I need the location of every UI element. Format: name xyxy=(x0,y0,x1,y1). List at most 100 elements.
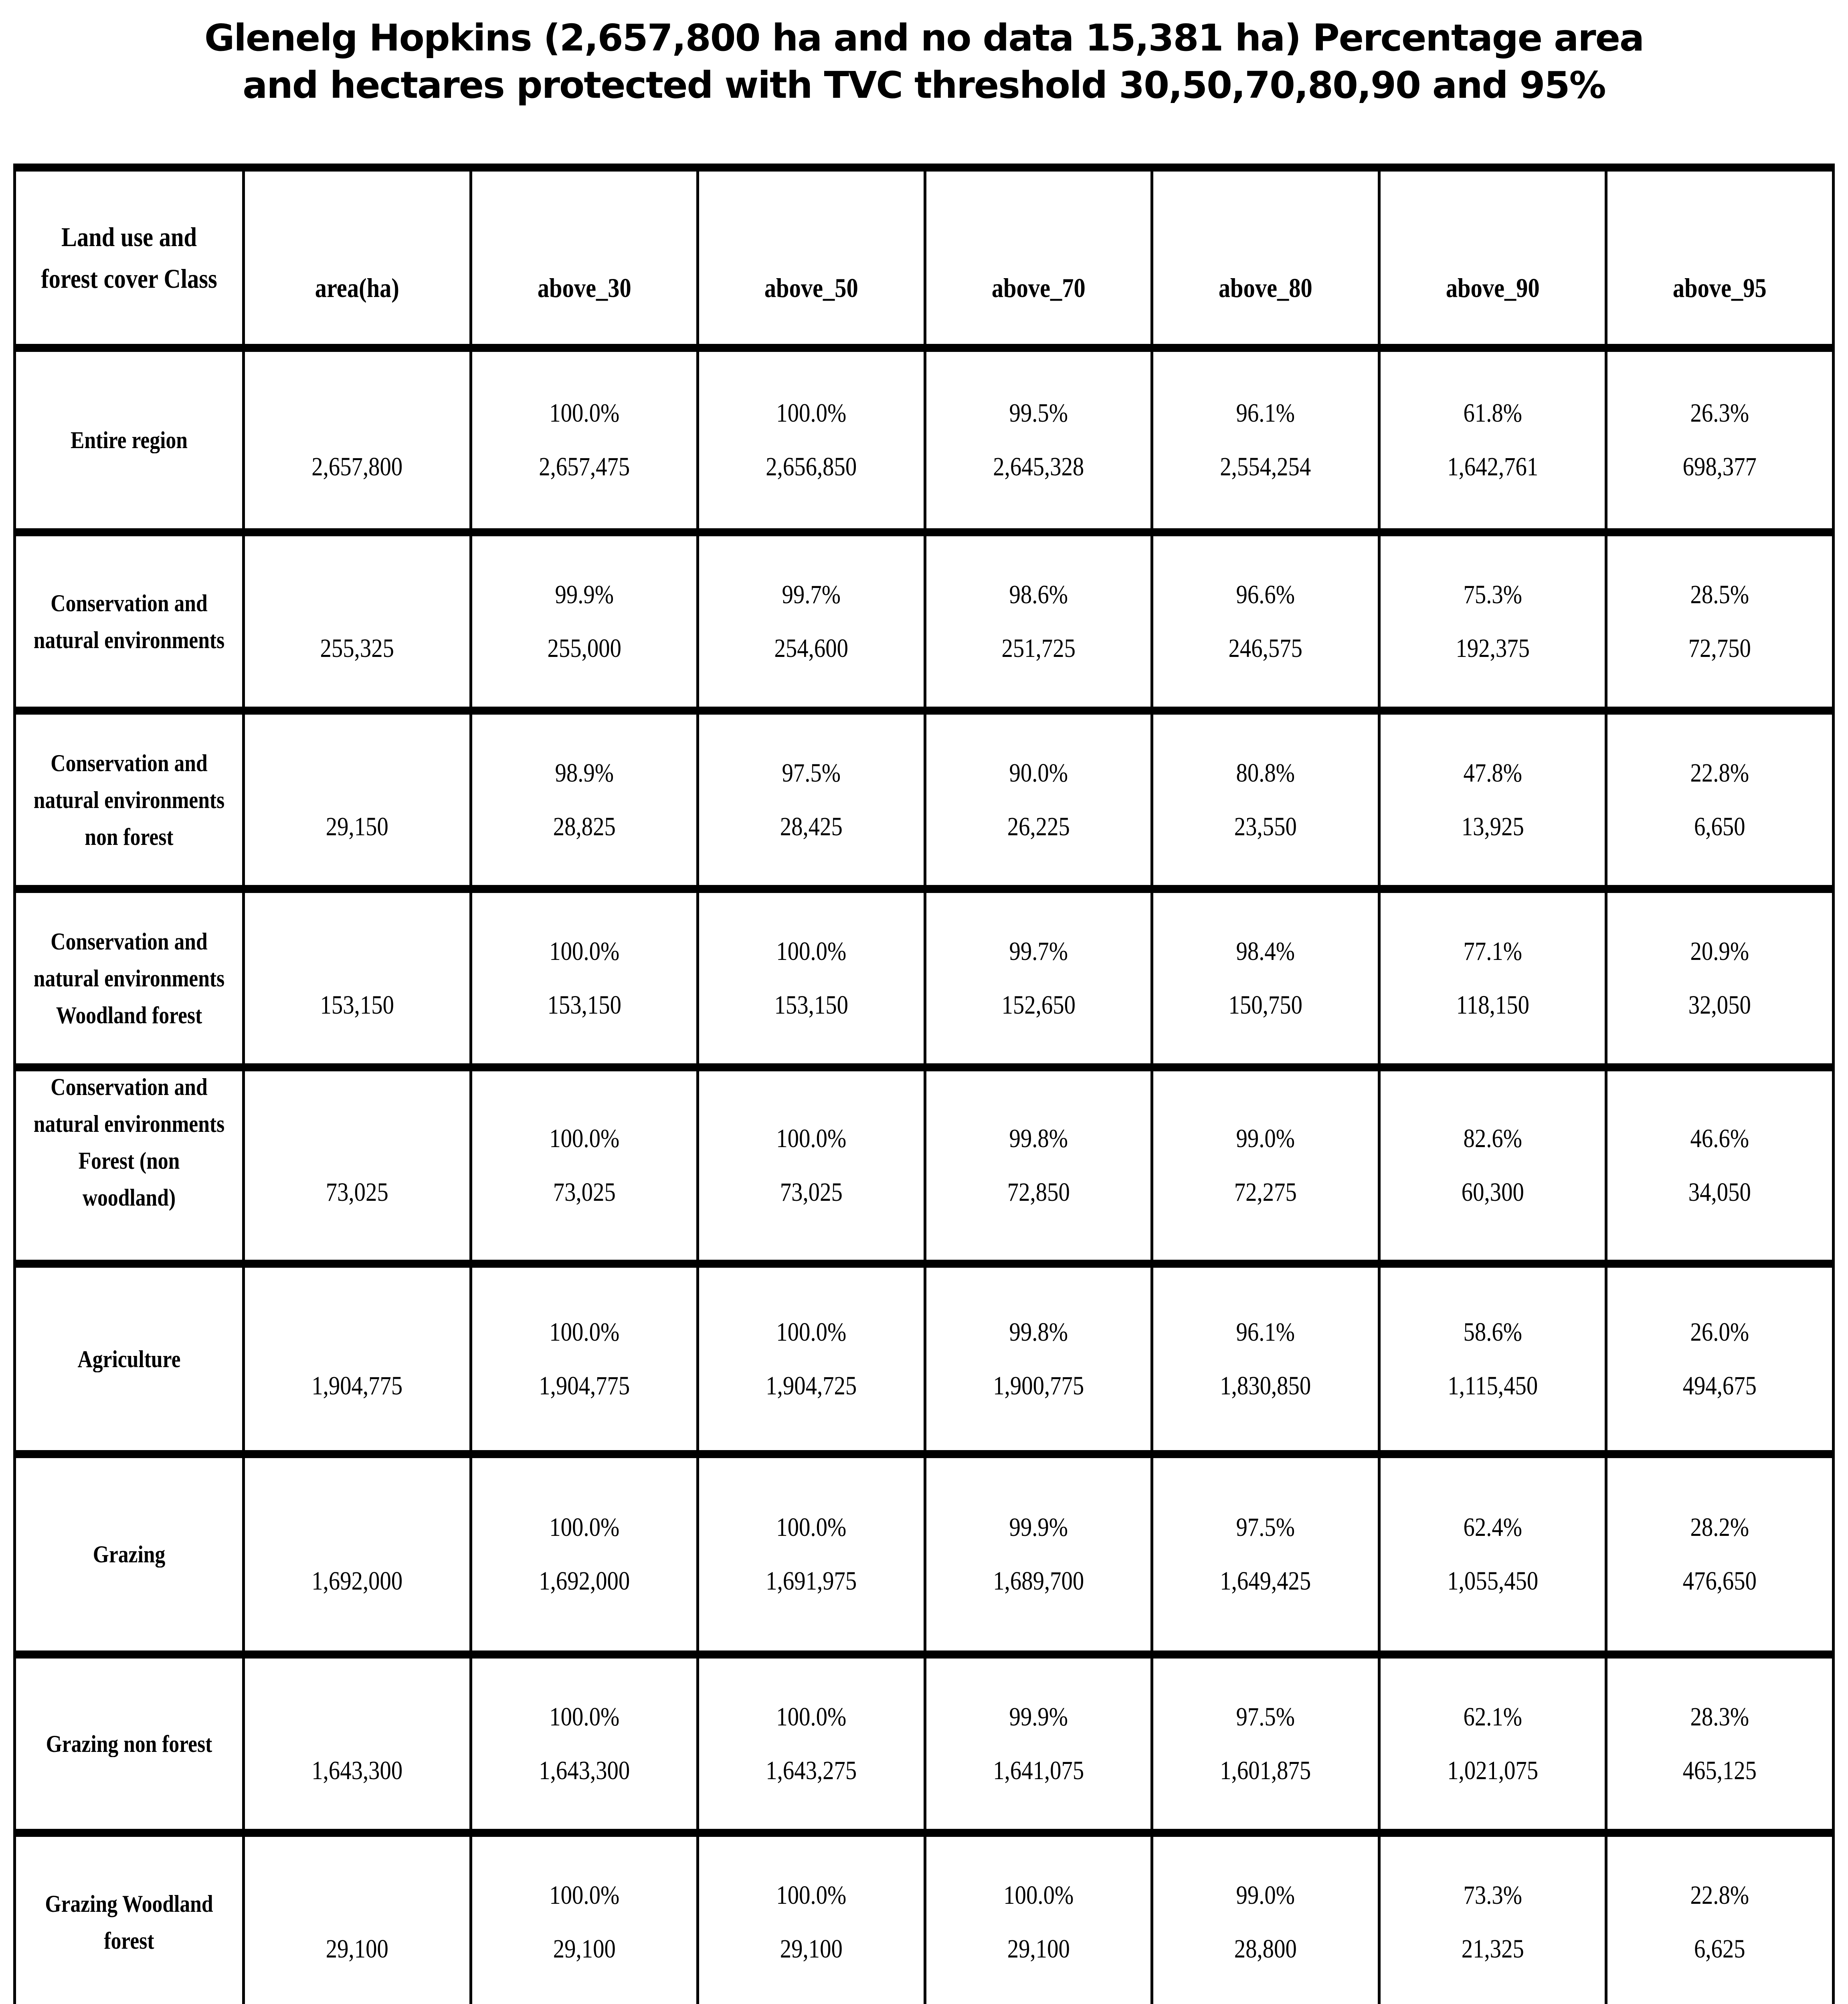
percent-value: 100.0% xyxy=(776,1702,847,1731)
percent-value: 100.0% xyxy=(776,1513,847,1542)
hectares-value: 13,925 xyxy=(1461,812,1524,841)
percent-value: 100.0% xyxy=(549,1124,619,1153)
table-row: Grazing Woodland forest 29,100 100.0% 29,… xyxy=(13,1833,1835,2004)
above-30-cell: 100.0% 153,150 xyxy=(488,936,681,1021)
percent-value: 80.8% xyxy=(1236,758,1295,788)
above-70-cell: 98.6% 251,725 xyxy=(942,579,1135,664)
above-90-cell: 61.8% 1,642,761 xyxy=(1396,398,1589,483)
hectares-value: 255,000 xyxy=(547,633,621,663)
above-95-cell: 22.8% 6,625 xyxy=(1624,1880,1816,1965)
above-80-cell: 96.1% 1,830,850 xyxy=(1169,1317,1362,1402)
hectares-value: 26,225 xyxy=(1007,812,1070,841)
percent-value: 99.8% xyxy=(1009,1317,1068,1347)
percent-value: 98.9% xyxy=(555,758,614,788)
area-cell: 1,643,300 xyxy=(261,1701,453,1786)
percent-value: 28.5% xyxy=(1690,580,1749,609)
tvc-protection-table: Land use and forest cover Class area(ha)… xyxy=(13,164,1835,2004)
above-70-cell: 99.8% 72,850 xyxy=(942,1123,1135,1208)
hectares-value: 23,550 xyxy=(1234,812,1297,841)
table-row: Conservation and natural environments Fo… xyxy=(13,1067,1835,1264)
hectares-value: 1,692,000 xyxy=(538,1566,630,1596)
above-30-cell: 100.0% 1,904,775 xyxy=(488,1317,681,1402)
hectares-value: 29,100 xyxy=(1007,1934,1070,1964)
percent-value: 99.5% xyxy=(1009,398,1068,428)
column-header-class: Land use and forest cover Class xyxy=(13,168,245,348)
above-50-cell: 100.0% 153,150 xyxy=(715,936,908,1021)
table-row: Grazing non forest 1,643,300 100.0% 1,643… xyxy=(13,1655,1835,1833)
percent-value: 47.8% xyxy=(1463,758,1522,788)
percent-value: 97.5% xyxy=(1236,1702,1295,1731)
above-50-cell: 100.0% 73,025 xyxy=(715,1123,908,1208)
percent-value: 100.0% xyxy=(549,936,619,966)
above-70-cell: 99.9% 1,689,700 xyxy=(942,1512,1135,1597)
row-label: Grazing Woodland forest xyxy=(45,1890,213,1954)
percent-value: 58.6% xyxy=(1463,1317,1522,1347)
table-row: Grazing 1,692,000 100.0% 1,692,000 100.0%… xyxy=(13,1454,1835,1655)
table-body: Entire region 2,657,800 100.0% 2,657,475 … xyxy=(13,348,1835,2004)
row-label: Conservation and natural environments Fo… xyxy=(33,1074,225,1211)
percent-value: 100.0% xyxy=(1003,1880,1074,1910)
percent-value: 100.0% xyxy=(549,398,619,428)
hectares-value: 1,643,275 xyxy=(766,1756,857,1785)
above-95-cell: 28.3% 465,125 xyxy=(1624,1701,1816,1786)
percent-value: 99.0% xyxy=(1236,1124,1295,1153)
above-30-cell: 100.0% 29,100 xyxy=(488,1880,681,1965)
above-30-cell: 100.0% 2,657,475 xyxy=(488,398,681,483)
row-label: Grazing non forest xyxy=(46,1730,212,1757)
hectares-value: 21,325 xyxy=(1461,1934,1524,1964)
percent-value: 99.8% xyxy=(1009,1124,1068,1153)
hectares-value: 28,825 xyxy=(553,812,616,841)
hectares-value: 150,750 xyxy=(1228,990,1303,1020)
percent-value: 100.0% xyxy=(776,1124,847,1153)
above-95-cell: 26.0% 494,675 xyxy=(1624,1317,1816,1402)
table-row: Conservation and natural environments no… xyxy=(13,711,1835,889)
percent-value: 99.9% xyxy=(555,580,614,609)
percent-value: 96.6% xyxy=(1236,580,1295,609)
above-50-cell: 100.0% 2,656,850 xyxy=(715,398,908,483)
hectares-value: 28,800 xyxy=(1234,1934,1297,1964)
area-cell: 29,150 xyxy=(261,758,453,842)
column-header-above-95: above_95 xyxy=(1605,168,1835,348)
hectares-value: 72,275 xyxy=(1234,1178,1297,1207)
above-90-cell: 62.1% 1,021,075 xyxy=(1396,1701,1589,1786)
above-70-cell: 100.0% 29,100 xyxy=(942,1880,1135,1965)
above-80-cell: 96.6% 246,575 xyxy=(1169,579,1362,664)
above-90-cell: 77.1% 118,150 xyxy=(1396,936,1589,1021)
table-row: Entire region 2,657,800 100.0% 2,657,475 … xyxy=(13,348,1835,532)
hectares-value: 254,600 xyxy=(774,633,849,663)
percent-value: 22.8% xyxy=(1690,1880,1749,1910)
row-label: Conservation and natural environments xyxy=(33,590,225,653)
table-row: Conservation and natural environments Wo… xyxy=(13,889,1835,1067)
percent-value: 99.0% xyxy=(1236,1880,1295,1910)
percent-value: 99.7% xyxy=(1009,936,1068,966)
percent-value: 100.0% xyxy=(776,936,847,966)
area-value: 73,025 xyxy=(326,1178,388,1207)
hectares-value: 1,643,300 xyxy=(538,1756,630,1785)
hectares-value: 72,850 xyxy=(1007,1178,1070,1207)
percent-value: 61.8% xyxy=(1463,398,1522,428)
area-value: 255,325 xyxy=(320,633,394,663)
page-title-line1: Glenelg Hopkins (2,657,800 ha and no dat… xyxy=(204,16,1644,59)
hectares-value: 1,689,700 xyxy=(993,1566,1084,1596)
above-80-cell: 97.5% 1,649,425 xyxy=(1169,1512,1362,1597)
hectares-value: 153,150 xyxy=(547,990,621,1020)
percent-value: 97.5% xyxy=(782,758,841,788)
hectares-value: 1,691,975 xyxy=(766,1566,857,1596)
column-header-above-80: above_80 xyxy=(1150,168,1381,348)
hectares-value: 192,375 xyxy=(1456,633,1530,663)
percent-value: 100.0% xyxy=(549,1317,619,1347)
above-80-cell: 99.0% 72,275 xyxy=(1169,1123,1362,1208)
above-95-cell: 28.5% 72,750 xyxy=(1624,579,1816,664)
percent-value: 20.9% xyxy=(1690,936,1749,966)
hectares-value: 465,125 xyxy=(1682,1756,1757,1785)
above-30-cell: 99.9% 255,000 xyxy=(488,579,681,664)
above-80-cell: 98.4% 150,750 xyxy=(1169,936,1362,1021)
percent-value: 26.3% xyxy=(1690,398,1749,428)
above-30-cell: 100.0% 73,025 xyxy=(488,1123,681,1208)
percent-value: 100.0% xyxy=(549,1880,619,1910)
hectares-value: 251,725 xyxy=(1001,633,1076,663)
hectares-value: 73,025 xyxy=(553,1178,616,1207)
hectares-value: 2,645,328 xyxy=(993,452,1084,481)
hectares-value: 494,675 xyxy=(1682,1371,1757,1400)
